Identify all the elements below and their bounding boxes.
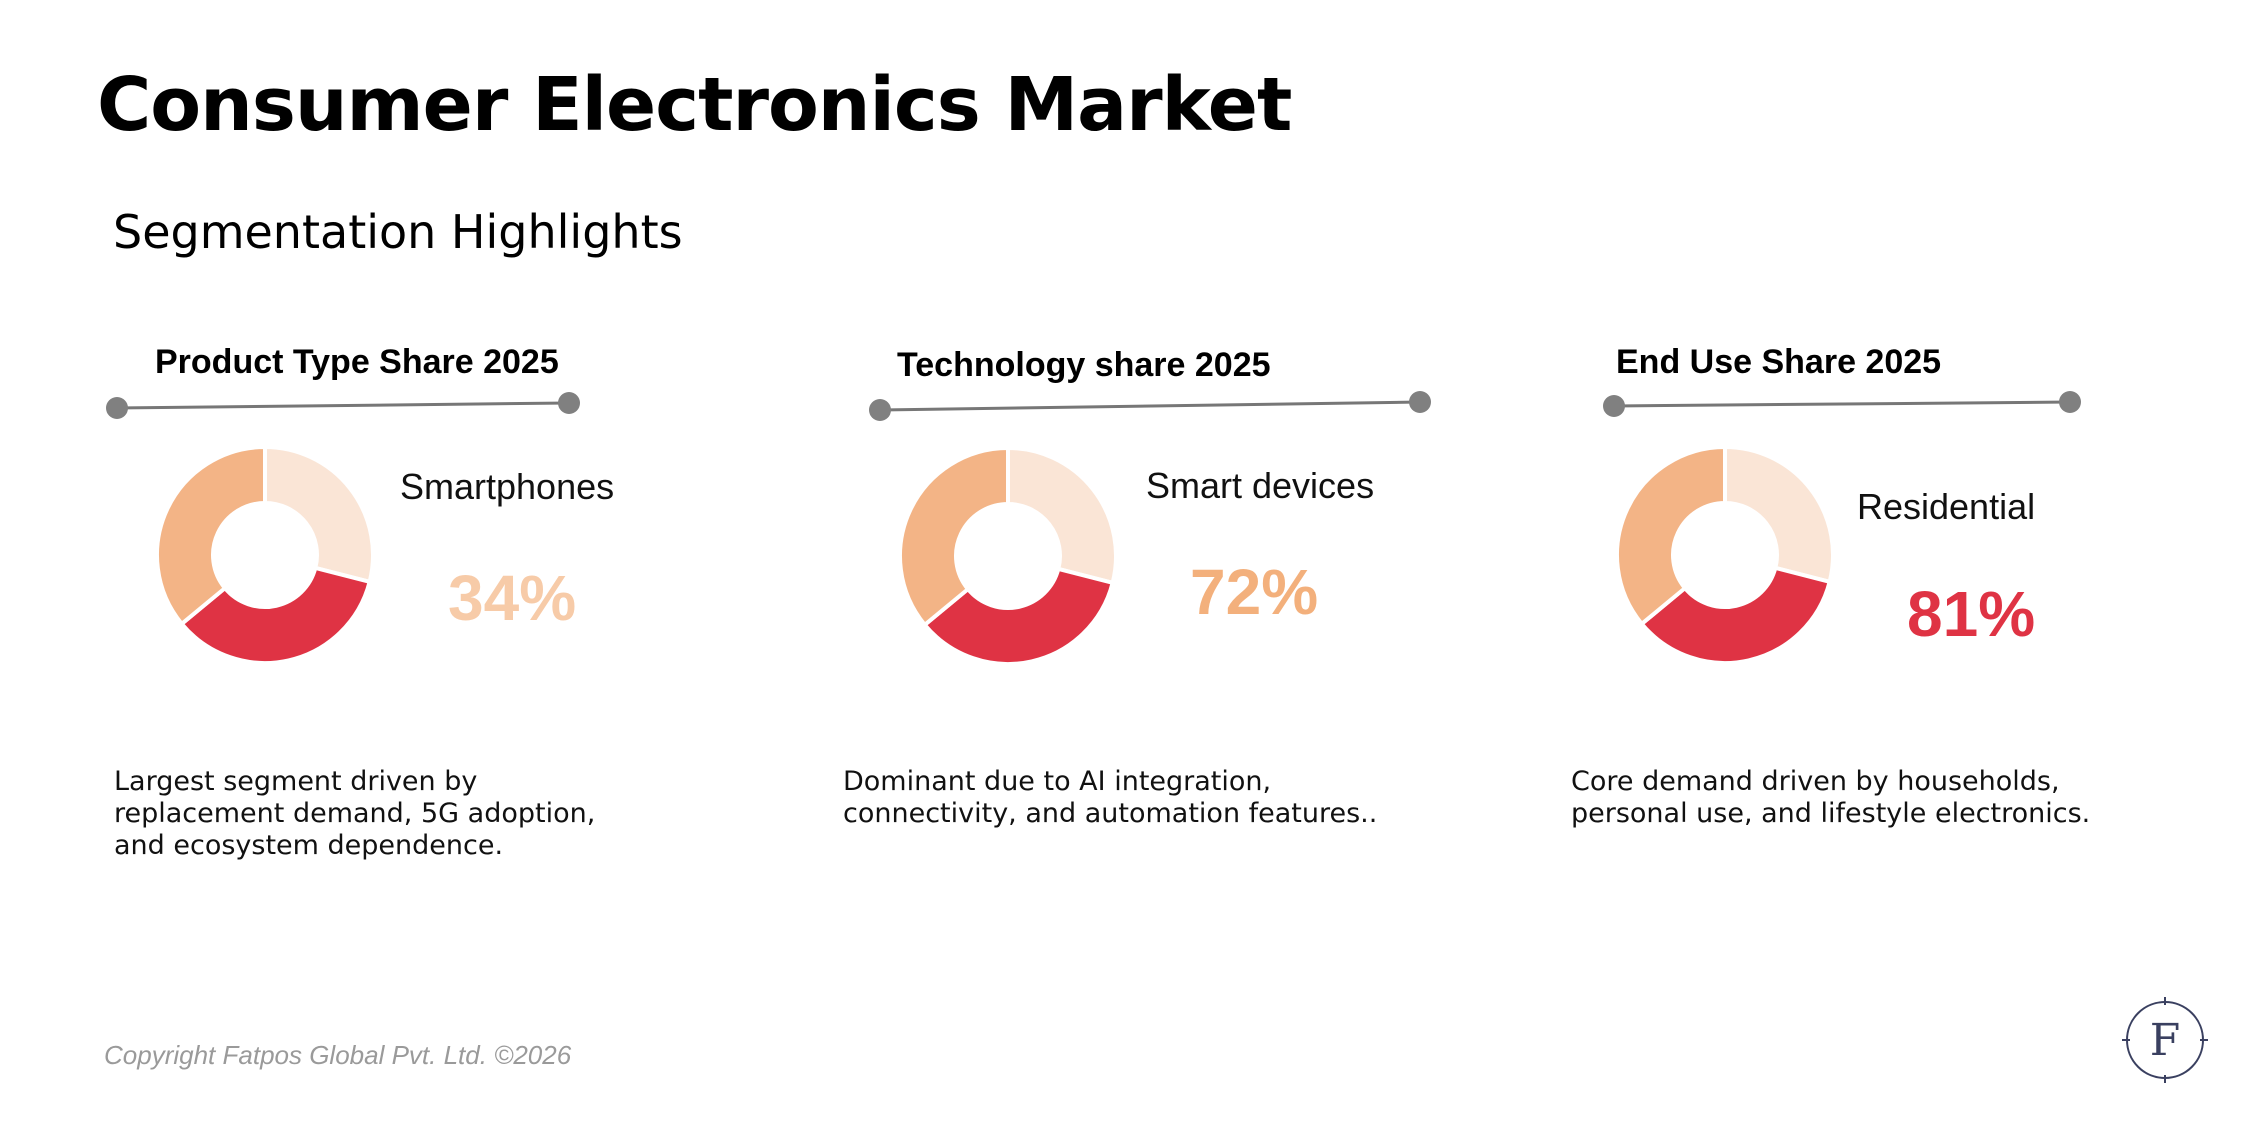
segment-label: Residential <box>1857 486 2036 527</box>
donut-slice <box>178 565 373 665</box>
rule-dot-right <box>558 392 580 414</box>
rule-dot-right <box>2059 391 2081 413</box>
segment-value: 72% <box>1190 556 1319 628</box>
panel-title: Technology share 2025 <box>897 346 1271 384</box>
donut-slice <box>1638 565 1833 665</box>
segment-description: Dominant due to AI integration, connecti… <box>843 766 1377 830</box>
logo-ticks <box>2122 997 2208 1083</box>
rule-dot-right <box>1409 391 1431 413</box>
donut-slice <box>1615 444 1727 627</box>
rule-line <box>116 401 570 410</box>
page-subtitle: Segmentation Highlights <box>113 205 683 259</box>
page-title: Consumer Electronics Market <box>97 62 1292 148</box>
donut-slice <box>1006 445 1118 586</box>
segment-description: Largest segment driven by replacement de… <box>114 766 595 862</box>
donut-slice <box>898 445 1010 628</box>
description-line: Dominant due to AI integration, <box>843 766 1272 797</box>
logo-letter: F <box>2150 1015 2181 1066</box>
donut-slice <box>921 566 1116 666</box>
segment-description: Core demand driven by households, person… <box>1571 766 2090 830</box>
donut-slice <box>1723 444 1835 585</box>
description-line: personal use, and lifestyle electronics. <box>1571 798 2091 829</box>
segment-label: Smart devices <box>1146 465 1375 506</box>
company-logo: F <box>2122 997 2208 1083</box>
segment-value: 81% <box>1907 578 2036 650</box>
rule-dot-left <box>1603 395 1625 417</box>
segment-value: 34% <box>448 562 577 634</box>
rule-line <box>1613 400 2071 408</box>
description-line: connectivity, and automation features.. <box>843 798 1378 829</box>
description-line: and ecosystem dependence. <box>114 830 504 861</box>
donut-chart <box>1615 444 1835 665</box>
description-line: replacement demand, 5G adoption, <box>114 798 596 829</box>
donut-slice <box>155 444 267 627</box>
panel-title: Product Type Share 2025 <box>155 343 559 381</box>
copyright-text: Copyright Fatpos Global Pvt. Ltd. ©2026 <box>104 1040 572 1070</box>
donut-slice <box>263 444 375 585</box>
donut-chart <box>155 444 375 665</box>
panel-title: End Use Share 2025 <box>1616 343 1942 381</box>
description-line: Largest segment driven by <box>114 766 478 797</box>
description-line: Core demand driven by households, <box>1571 766 2060 797</box>
rule-dot-left <box>106 397 128 419</box>
rule-line <box>879 400 1421 412</box>
donut-chart <box>898 445 1118 666</box>
segment-label: Smartphones <box>400 466 615 507</box>
rule-dot-left <box>869 399 891 421</box>
